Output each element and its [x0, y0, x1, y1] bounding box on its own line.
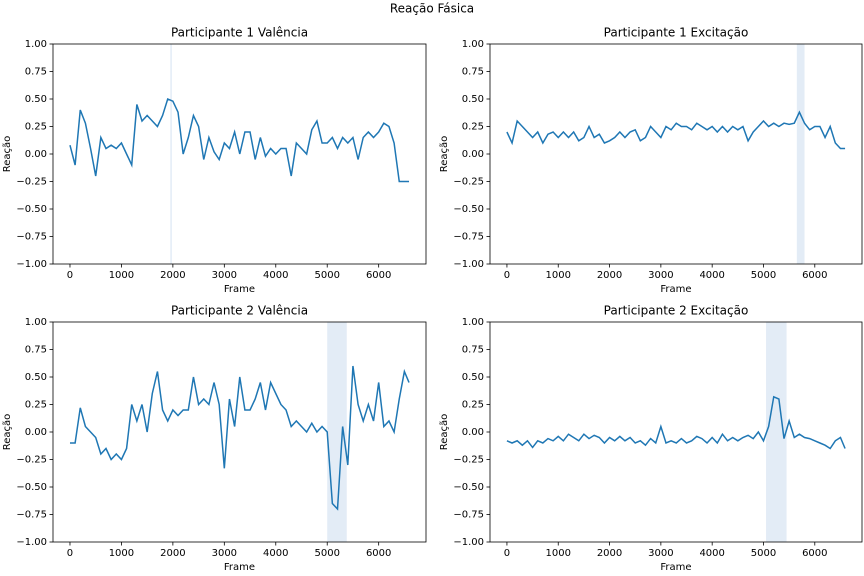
y-tick-label: 1.00 — [25, 317, 47, 328]
y-tick-label: −0.25 — [453, 177, 484, 188]
highlight-span — [766, 322, 787, 542]
axes-frame — [489, 321, 863, 543]
y-tick-label: −1.00 — [16, 259, 47, 270]
x-tick-label: 0 — [67, 270, 73, 281]
y-axis-label: Reação — [2, 414, 13, 451]
x-axis-label: Frame — [224, 562, 255, 573]
x-tick-label: 0 — [67, 548, 73, 559]
y-tick-label: 0.00 — [25, 427, 47, 438]
highlight-span — [796, 44, 805, 264]
subplot-title: Participante 2 Valência — [171, 304, 308, 318]
x-tick-label: 5000 — [314, 270, 339, 281]
x-tick-label: 4000 — [699, 548, 724, 559]
y-tick-label: 0.50 — [25, 372, 47, 383]
x-tick-label: 1000 — [109, 548, 134, 559]
x-tick-label: 4000 — [699, 270, 724, 281]
x-axis-label: Frame — [224, 284, 255, 295]
y-tick-label: 0.00 — [462, 149, 484, 160]
y-tick-label: 0.50 — [462, 372, 484, 383]
x-axis-label: Frame — [660, 562, 691, 573]
data-line — [69, 97, 410, 183]
x-tick-label: 3000 — [212, 270, 237, 281]
y-axis-label: Reação — [2, 136, 13, 173]
y-tick-label: 1.00 — [462, 317, 484, 328]
y-tick-label: −0.75 — [453, 510, 484, 521]
highlight-span — [170, 44, 172, 264]
x-tick-label: 4000 — [263, 548, 288, 559]
y-tick-label: −0.50 — [453, 482, 484, 493]
axes-frame — [52, 43, 427, 265]
y-tick-label: 0.75 — [25, 67, 47, 78]
y-tick-label: 0.25 — [25, 122, 47, 133]
y-tick-label: 0.75 — [462, 345, 484, 356]
y-tick-label: −0.25 — [16, 455, 47, 466]
figure-title: Reação Fásica — [390, 2, 474, 16]
y-tick-label: −1.00 — [453, 259, 484, 270]
y-axis-label: Reação — [439, 414, 450, 451]
y-tick-label: −0.25 — [453, 455, 484, 466]
x-tick-label: 5000 — [751, 270, 776, 281]
subplot-title: Participante 1 Valência — [171, 26, 308, 40]
axes-frame — [489, 43, 863, 265]
x-tick-label: 6000 — [802, 270, 827, 281]
x-tick-label: 2000 — [160, 548, 185, 559]
x-tick-label: 3000 — [212, 548, 237, 559]
y-tick-label: 0.50 — [462, 94, 484, 105]
y-tick-label: −1.00 — [16, 537, 47, 548]
x-tick-label: 6000 — [366, 548, 391, 559]
x-tick-label: 1000 — [546, 548, 571, 559]
y-tick-label: 0.25 — [25, 400, 47, 411]
y-tick-label: 0.25 — [462, 400, 484, 411]
y-tick-label: −1.00 — [453, 537, 484, 548]
x-tick-label: 6000 — [802, 548, 827, 559]
x-tick-label: 5000 — [314, 548, 339, 559]
y-tick-label: −0.50 — [16, 482, 47, 493]
x-tick-label: 4000 — [263, 270, 288, 281]
data-line — [506, 110, 846, 150]
x-tick-label: 5000 — [751, 548, 776, 559]
subplot-title: Participante 1 Excitação — [604, 26, 749, 40]
y-tick-label: 0.25 — [462, 122, 484, 133]
x-tick-label: 3000 — [648, 270, 673, 281]
x-tick-label: 2000 — [597, 270, 622, 281]
data-line — [506, 395, 846, 450]
y-tick-label: 0.00 — [25, 149, 47, 160]
x-tick-label: 1000 — [109, 270, 134, 281]
y-tick-label: 0.50 — [25, 94, 47, 105]
y-axis-label: Reação — [439, 136, 450, 173]
highlight-span — [327, 322, 347, 542]
axes-frame — [52, 321, 427, 543]
x-tick-label: 1000 — [546, 270, 571, 281]
y-tick-label: 0.00 — [462, 427, 484, 438]
x-tick-label: 2000 — [160, 270, 185, 281]
y-tick-label: 1.00 — [25, 39, 47, 50]
y-tick-label: 0.75 — [25, 345, 47, 356]
y-tick-label: −0.25 — [16, 177, 47, 188]
x-tick-label: 3000 — [648, 548, 673, 559]
x-tick-label: 2000 — [597, 548, 622, 559]
x-tick-label: 6000 — [366, 270, 391, 281]
subplot-title: Participante 2 Excitação — [604, 304, 749, 318]
y-tick-label: 0.75 — [462, 67, 484, 78]
y-tick-label: −0.75 — [453, 232, 484, 243]
y-tick-label: −0.50 — [453, 204, 484, 215]
data-line — [69, 365, 410, 511]
y-tick-label: −0.75 — [16, 232, 47, 243]
x-axis-label: Frame — [660, 284, 691, 295]
y-tick-label: 1.00 — [462, 39, 484, 50]
x-tick-label: 0 — [504, 548, 510, 559]
y-tick-label: −0.75 — [16, 510, 47, 521]
x-tick-label: 0 — [504, 270, 510, 281]
y-tick-label: −0.50 — [16, 204, 47, 215]
